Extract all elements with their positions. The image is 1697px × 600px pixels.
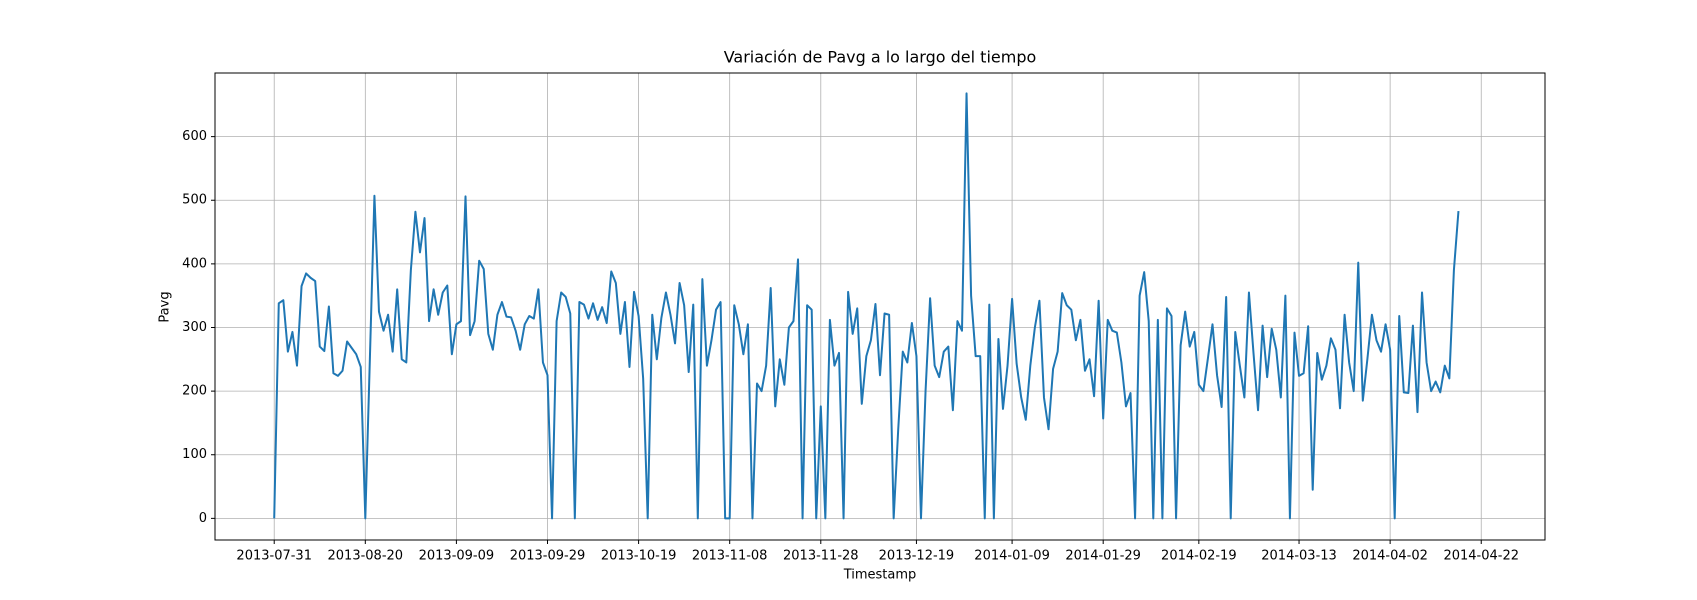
- y-tick-label: 500: [182, 193, 207, 208]
- x-tick-label: 2013-08-20: [328, 549, 404, 564]
- x-tick-label: 2013-09-29: [510, 549, 586, 564]
- x-tick-label: 2014-04-02: [1352, 549, 1428, 564]
- x-axis-label: Timestamp: [843, 568, 917, 583]
- data-line: [273, 92, 1460, 520]
- y-tick-label: 100: [182, 447, 207, 462]
- x-tick-label: 2013-09-09: [419, 549, 495, 564]
- x-tick-label: 2014-01-29: [1065, 549, 1141, 564]
- x-tick-label: 2013-07-31: [236, 549, 312, 564]
- y-tick-label: 0: [199, 511, 207, 526]
- y-tick-label: 400: [182, 256, 207, 271]
- x-tick-label: 2013-11-28: [783, 549, 859, 564]
- x-tick-label: 2014-04-22: [1443, 549, 1519, 564]
- y-tick-label: 600: [182, 129, 207, 144]
- x-tick-label: 2013-12-19: [879, 549, 955, 564]
- x-tick-label: 2014-03-13: [1261, 549, 1337, 564]
- x-tick-label: 2013-10-19: [601, 549, 677, 564]
- x-tick-label: 2014-02-19: [1161, 549, 1237, 564]
- y-axis-label: Pavg: [158, 291, 173, 322]
- x-tick-label: 2014-01-09: [974, 549, 1050, 564]
- y-tick-label: 200: [182, 384, 207, 399]
- y-tick-label: 300: [182, 320, 207, 335]
- chart-title: Variación de Pavg a lo largo del tiempo: [724, 48, 1037, 67]
- plot-frame: [214, 72, 1546, 541]
- x-tick-label: 2013-11-08: [692, 549, 768, 564]
